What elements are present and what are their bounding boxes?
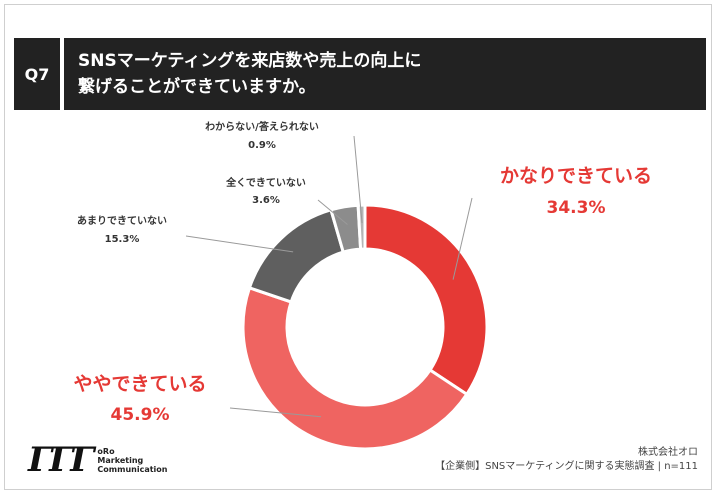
question-header: Q7 SNSマーケティングを来店数や売上の向上に 繋げることができていますか。 [14, 38, 706, 110]
logo-text: oRo Marketing Communication [97, 447, 167, 474]
question-line-1: SNSマーケティングを来店数や売上の向上に [78, 51, 422, 71]
footer: 株式会社オロ 【企業側】SNSマーケティングに関する実態調査 | n=111 [435, 446, 698, 474]
slice-value: 15.3% [105, 234, 140, 245]
question-line-2: 繋げることができていますか。 [78, 77, 316, 97]
leader-line [229, 407, 322, 418]
logo-line-3: Communication [97, 464, 168, 474]
slice-not-much [247, 207, 346, 304]
slice-label: ややできている [73, 373, 206, 395]
slice-value: 0.9% [248, 140, 276, 151]
slice-value: 3.6% [252, 195, 280, 206]
question-number: Q7 [14, 38, 60, 110]
slice-label: わからない/答えられない [205, 120, 319, 133]
slice-label: あまりできていない [77, 214, 167, 227]
logo-mark: ΓΓΓ [28, 440, 94, 480]
leader-line [452, 197, 473, 280]
logo-line-2: Marketing [97, 455, 144, 465]
slice-value: 45.9% [111, 405, 170, 425]
logo-line-1: oRo [97, 446, 115, 456]
slice-label: 全くできていない [225, 176, 306, 189]
slice-value: 34.3% [547, 198, 606, 218]
company-logo: ΓΓΓ oRo Marketing Communication [28, 440, 168, 480]
slice-unknown [356, 203, 367, 251]
question-text: SNSマーケティングを来店数や売上の向上に 繋げることができていますか。 [64, 38, 706, 110]
slice-very-well [363, 203, 489, 397]
footer-source: 【企業側】SNSマーケティングに関する実態調査 | n=111 [435, 461, 698, 472]
leader-line [317, 199, 348, 225]
footer-company: 株式会社オロ [638, 447, 698, 458]
slice-label: かなりできている [500, 165, 652, 187]
slice-somewhat [241, 285, 469, 451]
leader-line [185, 235, 294, 253]
leader-line [353, 135, 363, 224]
